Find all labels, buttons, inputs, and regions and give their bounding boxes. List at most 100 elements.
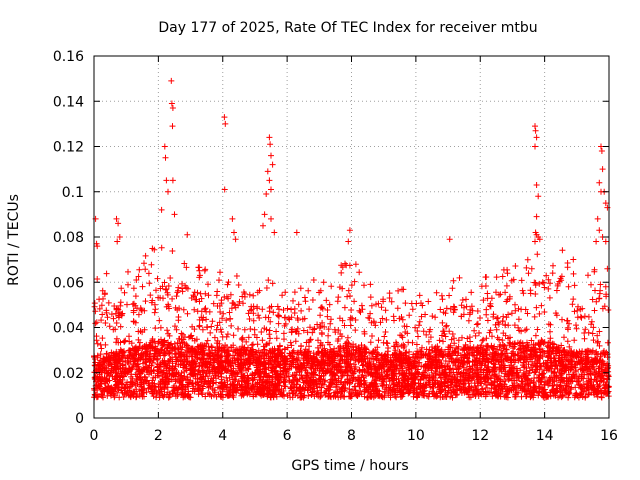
data-point <box>486 389 493 396</box>
data-point <box>169 295 176 302</box>
data-point <box>368 350 375 357</box>
data-point <box>218 374 225 380</box>
data-point <box>121 391 128 397</box>
data-point <box>427 334 434 341</box>
data-point <box>515 316 522 323</box>
data-point <box>441 363 448 370</box>
data-point <box>365 386 372 393</box>
data-point <box>477 380 484 387</box>
data-point <box>492 321 499 328</box>
data-point <box>338 333 345 340</box>
data-point <box>291 382 298 389</box>
data-point <box>368 366 375 373</box>
data-point <box>204 324 211 331</box>
data-point <box>459 297 466 303</box>
data-point <box>133 277 140 283</box>
data-point <box>489 367 496 374</box>
data-point <box>199 326 206 333</box>
data-point <box>403 349 410 356</box>
data-point <box>159 380 166 387</box>
data-point <box>553 372 560 379</box>
data-point <box>240 374 247 381</box>
data-point <box>379 315 386 322</box>
data-point <box>352 364 359 370</box>
data-point <box>183 341 190 348</box>
data-point <box>523 368 530 375</box>
data-point <box>356 307 363 314</box>
data-point <box>483 351 489 358</box>
data-point <box>541 381 548 388</box>
data-point <box>303 351 310 358</box>
data-point <box>391 366 398 373</box>
data-point <box>559 247 566 254</box>
data-point <box>261 346 268 353</box>
data-point <box>380 339 387 346</box>
data-point <box>584 384 591 391</box>
data-point <box>414 368 420 375</box>
data-point <box>216 277 222 284</box>
data-point <box>126 347 133 354</box>
data-point <box>248 342 255 349</box>
data-point <box>267 394 274 401</box>
data-point <box>104 392 111 399</box>
data-point <box>346 377 353 384</box>
data-point <box>261 359 268 366</box>
data-point <box>550 382 557 389</box>
data-point <box>368 302 375 309</box>
data-point <box>413 390 420 397</box>
data-point <box>341 322 348 329</box>
data-point <box>137 381 144 387</box>
data-point <box>586 365 593 372</box>
data-point <box>178 336 185 343</box>
data-point <box>320 361 327 368</box>
data-point <box>170 372 177 379</box>
data-point <box>506 295 513 302</box>
data-point <box>383 381 390 388</box>
data-point <box>534 366 541 373</box>
data-point <box>596 368 603 375</box>
data-point <box>393 370 399 377</box>
data-point <box>342 368 349 375</box>
data-point <box>274 312 281 319</box>
data-point <box>218 379 225 386</box>
data-point <box>487 375 494 382</box>
data-point <box>429 313 436 320</box>
data-point <box>592 372 599 379</box>
data-point <box>125 268 131 275</box>
data-point <box>241 326 248 333</box>
data-point <box>331 371 338 378</box>
data-point <box>259 337 266 344</box>
data-point <box>287 339 294 346</box>
data-point <box>585 313 592 320</box>
data-point <box>512 301 518 308</box>
data-point <box>206 353 213 360</box>
data-point <box>147 292 154 299</box>
data-point <box>585 272 591 279</box>
data-point <box>260 343 267 350</box>
data-point <box>580 355 587 362</box>
data-point <box>304 348 311 355</box>
data-point <box>449 285 456 292</box>
data-point <box>479 353 486 360</box>
data-point <box>190 292 197 299</box>
data-point <box>325 326 332 333</box>
data-point <box>289 390 296 397</box>
data-point <box>263 285 270 291</box>
data-point <box>412 353 418 360</box>
data-point <box>243 367 249 374</box>
data-point <box>308 357 315 364</box>
data-point <box>361 346 368 353</box>
data-point <box>316 325 323 331</box>
data-point <box>188 360 195 367</box>
data-point <box>113 320 120 326</box>
data-point <box>387 392 394 399</box>
data-point <box>159 342 166 349</box>
data-point <box>597 281 604 288</box>
data-point <box>343 349 350 356</box>
data-point <box>316 289 323 296</box>
data-point <box>250 393 257 400</box>
data-point <box>173 358 180 365</box>
data-point <box>468 289 475 296</box>
data-point <box>236 346 243 353</box>
data-point <box>496 343 503 350</box>
